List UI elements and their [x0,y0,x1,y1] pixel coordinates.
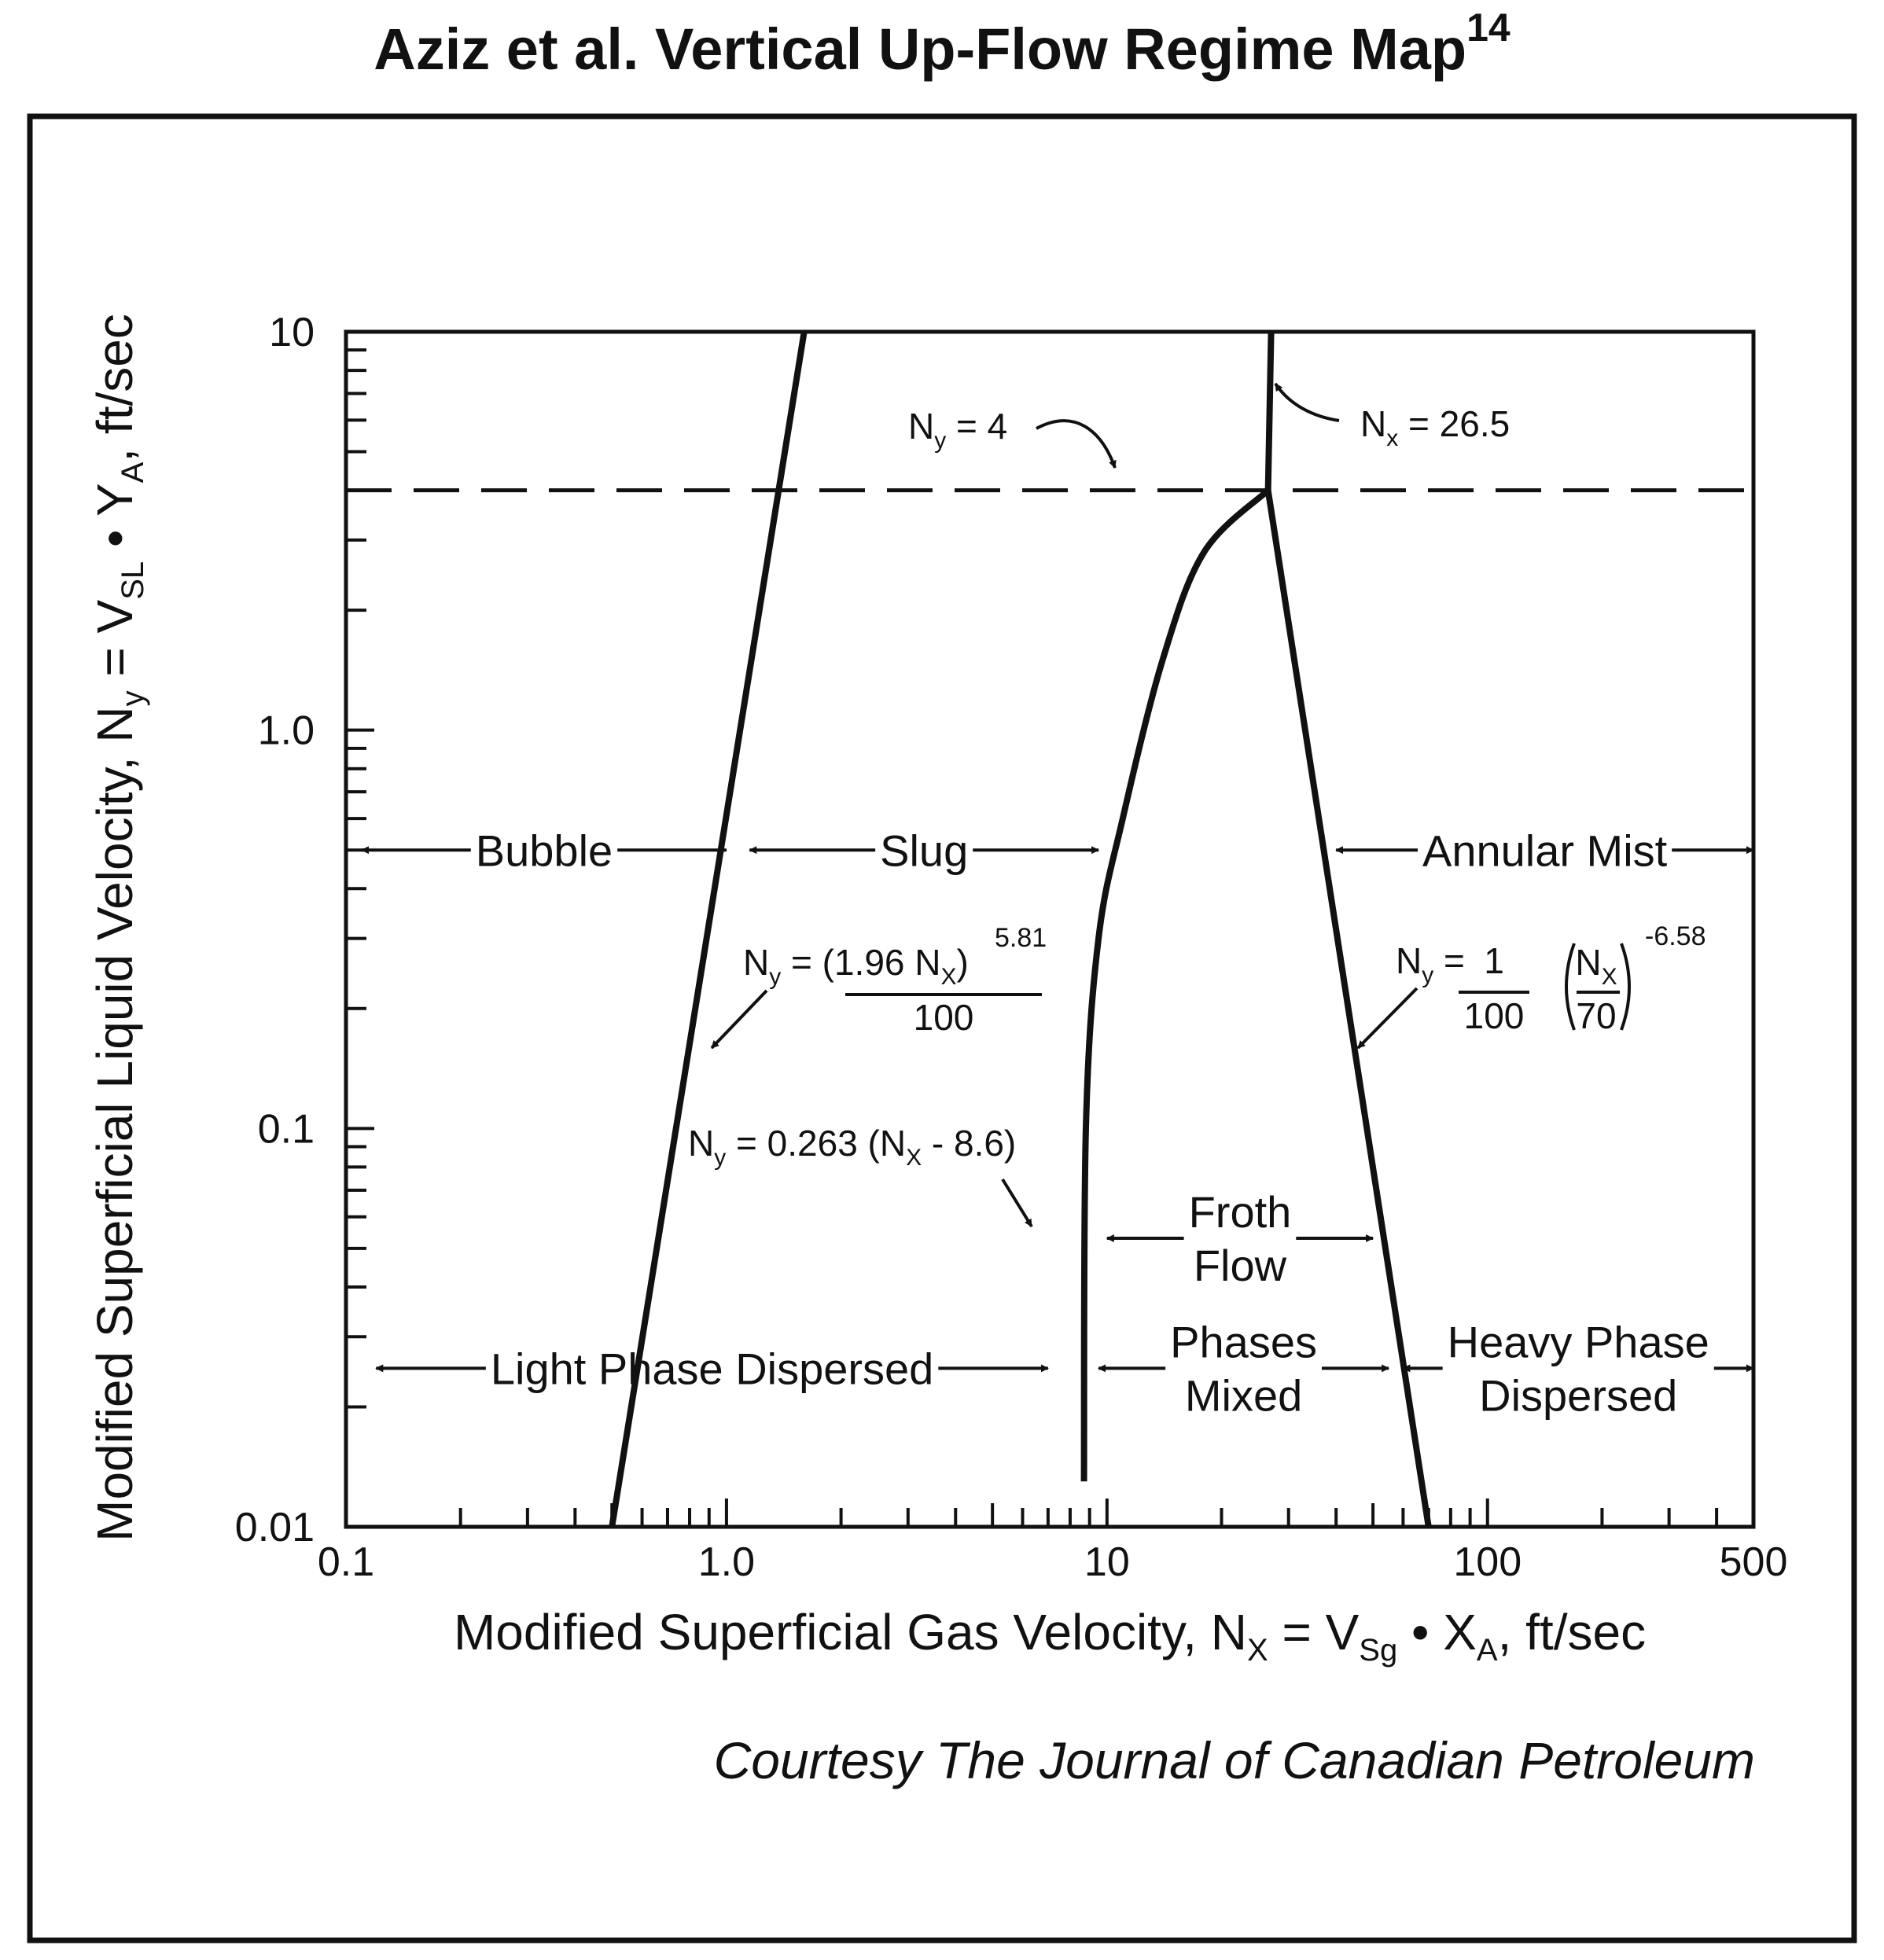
svg-text:Ny = 4: Ny = 4 [908,406,1007,454]
svg-text:5.81: 5.81 [995,923,1047,953]
region-label-text: Bubble [476,826,613,875]
annotation-arrow [1036,419,1117,469]
figure-frame [27,113,1857,1943]
region-label: Bubble [361,826,727,875]
region-label-text: Light Phase Dispersed [491,1344,933,1394]
chart-title: Aziz et al. Vertical Up-Flow Regime Map1… [373,6,1511,82]
region-label-text: Annular Mist [1422,826,1668,875]
x-axis-tick-labels: 0.1 1.0 10 100 500 [318,1539,1788,1585]
svg-text:Nx = 26.5: Nx = 26.5 [1360,403,1510,451]
boundary-line [1264,331,1275,491]
annotation-arrow [710,989,768,1050]
boundary-line [1080,487,1271,1482]
annotation-nx-equals-26-5: Nx = 26.5 [1274,382,1510,451]
source-credit: Courtesy The Journal of Canadian Petrole… [714,1731,1755,1789]
annotation-froth-boundary-equation: Ny = 0.263 (NX - 8.6) [688,1123,1033,1228]
svg-text:1: 1 [1484,940,1504,981]
region-label: Annular Mist [1335,826,1754,875]
region-label-text: Mixed [1185,1371,1302,1421]
region-label: Light Phase Dispersed [375,1344,1049,1394]
boundary-line [1264,490,1432,1528]
svg-text:NX: NX [1575,942,1617,990]
x-tick-label: 0.1 [318,1539,374,1585]
region-label-text: Flow [1194,1241,1287,1290]
regime-boundaries [346,331,1753,1528]
x-tick-label: 1.0 [698,1539,755,1585]
x-axis-title: Modified Superficial Gas Velocity, NX = … [454,1604,1646,1668]
svg-text:Ny = (1.96 NX): Ny = (1.96 NX) [743,942,969,990]
svg-text:-6.58: -6.58 [1645,921,1706,951]
y-tick-label: 0.1 [258,1106,315,1152]
svg-text:100: 100 [914,997,974,1038]
y-axis-ticks [346,348,374,1528]
region-label-text: Froth [1189,1187,1292,1237]
annotation-ny-equals-4: Ny = 4 [908,406,1117,469]
x-tick-label: 10 [1084,1539,1130,1585]
x-axis-ticks [344,1498,1755,1527]
x-tick-label: 100 [1453,1539,1522,1585]
y-tick-label: 0.01 [235,1505,315,1550]
y-tick-label: 1.0 [258,708,315,754]
boundary-line [609,331,808,1528]
plot-area [344,329,1756,1529]
annotation-bubble-slug-equation: Ny = (1.96 NX) 5.81 100 [710,923,1047,1050]
y-tick-label: 10 [269,310,315,355]
annotation-arrow [1274,382,1340,422]
svg-text:Ny = 0.263 (NX - 8.6): Ny = 0.263 (NX - 8.6) [688,1123,1016,1171]
annotation-annular-boundary-equation: Ny = 1 100 NX 70 -6.58 [1356,921,1706,1050]
region-label: Slug [749,826,1100,875]
region-label-text: Dispersed [1479,1371,1677,1421]
region-label-text: Phases [1170,1318,1317,1367]
annotation-arrow [1001,1178,1033,1228]
svg-text:Ny =: Ny = [1396,940,1465,988]
y-axis-title: Modified Superficial Liquid Velocity, Ny… [86,314,150,1542]
region-label-text: Heavy Phase [1448,1318,1709,1367]
annotation-arrow [1356,987,1419,1050]
region-label-text: Slug [880,826,968,875]
x-tick-label: 500 [1720,1539,1788,1585]
svg-text:70: 70 [1576,995,1616,1036]
y-axis-tick-labels: 10 1.0 0.1 0.01 [235,310,315,1550]
svg-text:100: 100 [1464,995,1525,1036]
